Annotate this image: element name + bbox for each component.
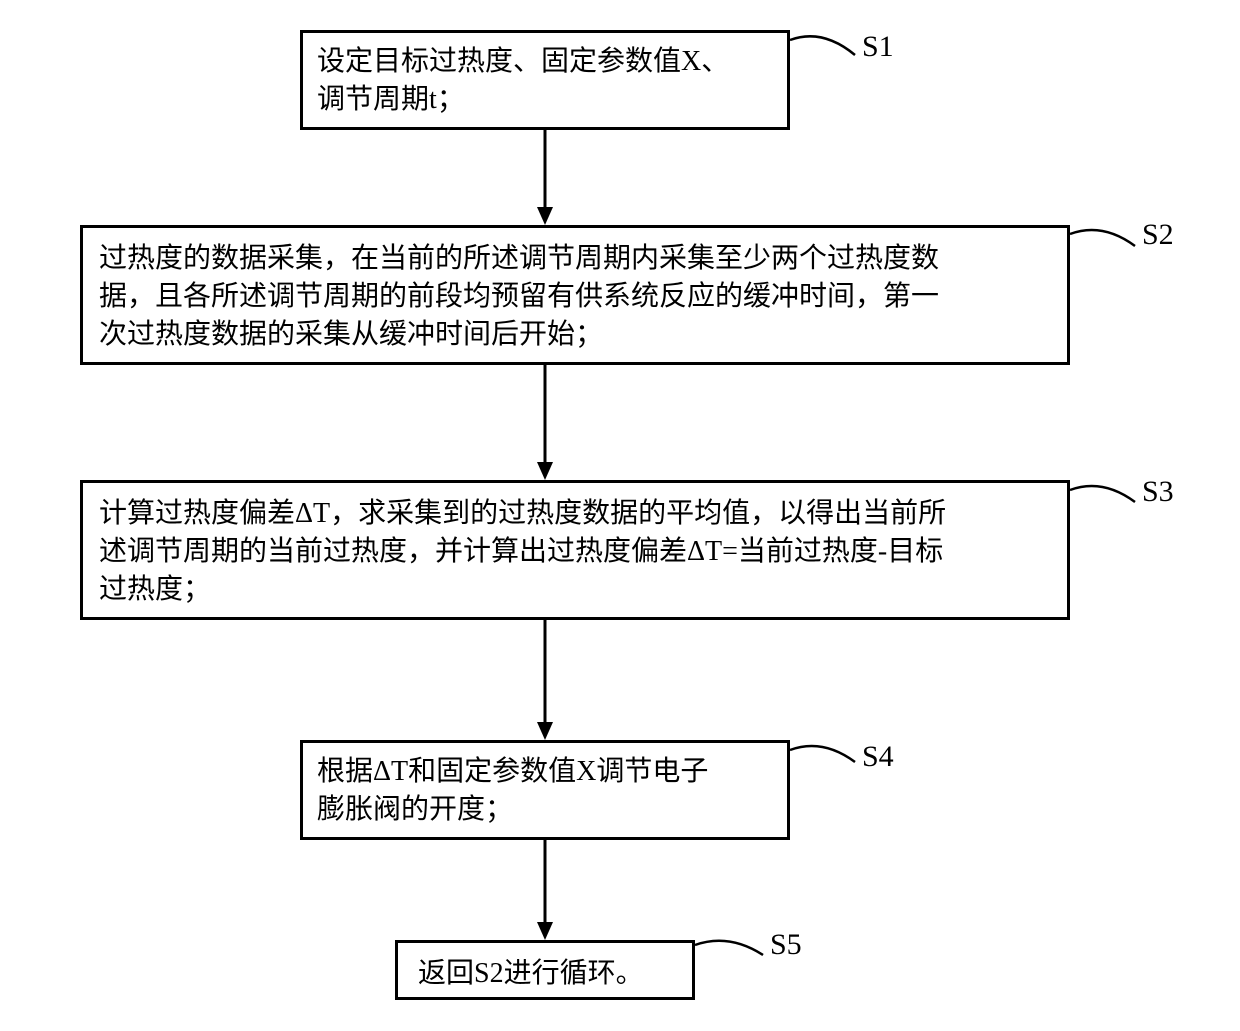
flow-node-s4: 根据ΔT和固定参数值X调节电子 膨胀阀的开度； (300, 740, 790, 840)
flow-node-text: 计算过热度偏差ΔT，求采集到的过热度数据的平均值，以得出当前所 述调节周期的当前… (99, 495, 946, 608)
flow-node-text: 返回S2进行循环。 (418, 955, 644, 993)
flow-node-s2: 过热度的数据采集，在当前的所述调节周期内采集至少两个过热度数 据，且各所述调节周… (80, 225, 1070, 365)
arrowhead-icon (537, 462, 553, 480)
flowchart-canvas: 设定目标过热度、固定参数值X、 调节周期t； S1 过热度的数据采集，在当前的所述调… (0, 0, 1240, 1031)
callout-line (695, 941, 763, 955)
callout-line (790, 36, 855, 55)
callout-line (790, 746, 855, 762)
step-label-s4: S4 (862, 740, 894, 774)
callout-line (1070, 230, 1135, 246)
callout-line (1070, 486, 1135, 502)
flow-node-text: 过热度的数据采集，在当前的所述调节周期内采集至少两个过热度数 据，且各所述调节周… (99, 240, 939, 353)
step-label-s1: S1 (862, 30, 894, 64)
flow-node-s5: 返回S2进行循环。 (395, 940, 695, 1000)
step-label-s5: S5 (770, 928, 802, 962)
flow-node-text: 根据ΔT和固定参数值X调节电子 膨胀阀的开度； (317, 753, 708, 829)
arrowhead-icon (537, 922, 553, 940)
arrowhead-icon (537, 722, 553, 740)
flow-node-text: 设定目标过热度、固定参数值X、 调节周期t； (317, 43, 729, 119)
step-label-s3: S3 (1142, 475, 1174, 509)
flow-node-s3: 计算过热度偏差ΔT，求采集到的过热度数据的平均值，以得出当前所 述调节周期的当前… (80, 480, 1070, 620)
flow-node-s1: 设定目标过热度、固定参数值X、 调节周期t； (300, 30, 790, 130)
arrowhead-icon (537, 207, 553, 225)
step-label-s2: S2 (1142, 218, 1174, 252)
